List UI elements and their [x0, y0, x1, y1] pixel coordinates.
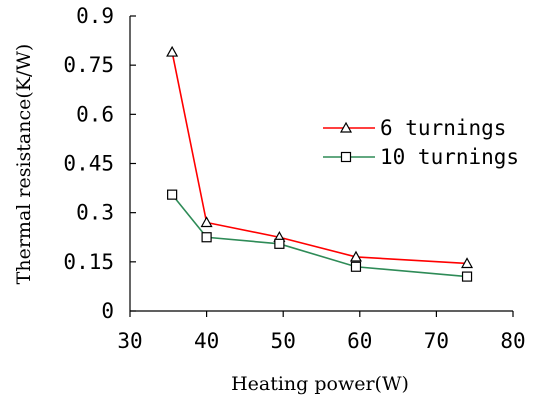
y-tick-label: 0.45 — [63, 152, 114, 176]
legend: 6 turnings 10 turnings — [323, 116, 519, 169]
series-layer — [166, 45, 474, 282]
data-point-square — [274, 238, 285, 249]
y-tick-label: 0 — [101, 299, 114, 323]
data-point-square — [461, 271, 473, 282]
y-tick-label: 0.6 — [76, 102, 114, 126]
y-axis-title: Thermal resistance(K/W) — [13, 44, 35, 285]
series-1 — [166, 45, 474, 269]
y-tick-label: 0.75 — [63, 53, 114, 77]
x-axis-title: Heating power(W) — [231, 373, 409, 395]
x-axis-ticks: 30 40 50 60 70 80 — [117, 311, 526, 353]
legend-label: 6 turnings — [380, 116, 506, 140]
x-tick-label: 80 — [500, 329, 525, 353]
x-tick-label: 70 — [424, 329, 449, 353]
data-point-square — [201, 232, 212, 243]
legend-label: 10 turnings — [380, 145, 519, 169]
x-tick-label: 40 — [194, 329, 219, 353]
data-point-triangle — [339, 121, 353, 133]
y-tick-label: 0.15 — [63, 250, 114, 274]
series-line — [171, 194, 468, 278]
series-2 — [167, 189, 473, 282]
data-point-square — [340, 151, 352, 163]
y-tick-label: 0.9 — [76, 4, 114, 28]
data-point-square — [350, 261, 362, 272]
y-axis-ticks: 0 0.15 0.3 0.45 0.6 0.75 0.9 — [63, 4, 136, 323]
data-point-square — [167, 189, 178, 200]
data-point-triangle — [349, 250, 362, 262]
data-point-triangle — [166, 45, 179, 57]
y-tick-label: 0.3 — [76, 201, 114, 225]
x-tick-label: 60 — [347, 329, 372, 353]
x-tick-label: 50 — [271, 329, 296, 353]
data-point-triangle — [200, 216, 213, 228]
x-tick-label: 30 — [117, 329, 142, 353]
data-point-triangle — [461, 257, 474, 269]
